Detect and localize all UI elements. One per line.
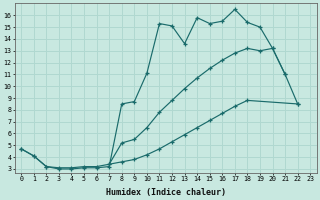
X-axis label: Humidex (Indice chaleur): Humidex (Indice chaleur) [106, 188, 226, 197]
